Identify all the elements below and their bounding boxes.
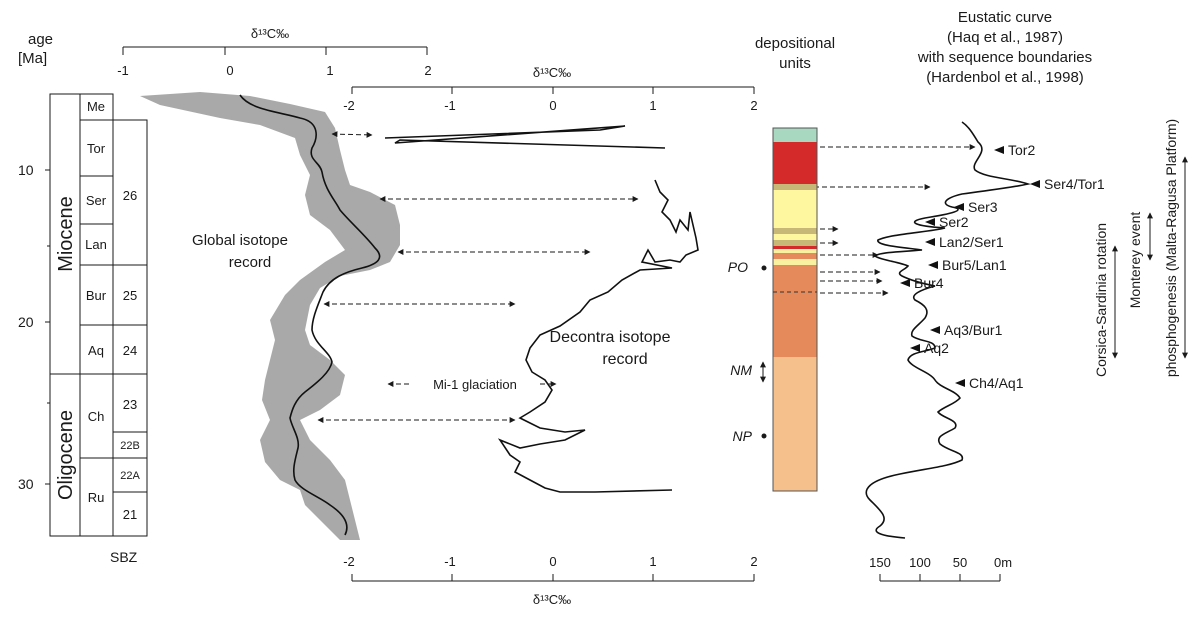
epoch-miocene: Miocene	[55, 196, 77, 272]
stage-bur: Bur	[86, 288, 107, 303]
age-tick-20: 20	[18, 314, 34, 330]
phosphogenesis-label: phosphogenesis (Malta-Ragusa Platform)	[1163, 119, 1179, 377]
stage-aq: Aq	[88, 343, 104, 358]
eustatic-title-1: Eustatic curve	[958, 9, 1052, 26]
sb-bur5-lan1: Bur5/Lan1	[942, 257, 1007, 273]
decontra-tick-bot-2: 2	[750, 554, 757, 569]
decontra-axis-label-top: δ¹³C‰	[533, 65, 571, 80]
stratigraphy-table	[49, 93, 148, 537]
stage-me: Me	[87, 99, 105, 114]
stage-ser: Ser	[86, 193, 107, 208]
sbz-25: 25	[123, 288, 137, 303]
stage-ru: Ru	[88, 490, 105, 505]
sea-level-tick-50: 50	[953, 555, 967, 570]
np-label: NP	[733, 428, 753, 444]
decontra-tick-bot-m1: -1	[444, 554, 456, 569]
depositional-title-2: units	[779, 55, 811, 72]
sb-lan2-ser1: Lan2/Ser1	[939, 234, 1004, 250]
mi1-glaciation-label: Mi-1 glaciation	[433, 377, 517, 392]
age-tick-30: 30	[18, 476, 34, 492]
nm-label: NM	[730, 362, 752, 378]
sea-level-axis: 150 100 50 0m	[869, 555, 1012, 582]
global-isotope-curve	[239, 94, 381, 536]
decontra-record-label-2: record	[602, 351, 647, 368]
sb-ser2: Ser2	[939, 214, 969, 230]
np-dot	[761, 433, 767, 439]
monterey-event-label: Monterey event	[1127, 212, 1143, 309]
decontra-d13c-axis-top: δ¹³C‰ -2 -1 0 1 2	[343, 65, 757, 113]
eustatic-title-2: (Haq et al., 1987)	[947, 29, 1063, 46]
global-record-label-2: record	[229, 254, 272, 271]
sb-ser4-tor1: Ser4/Tor1	[1044, 176, 1105, 192]
eustatic-title-4: (Hardenbol et al., 1998)	[926, 69, 1084, 86]
po-label: PO	[728, 259, 748, 275]
decontra-tick-top-m2: -2	[343, 98, 355, 113]
sbz-label: SBZ	[110, 549, 138, 565]
sea-level-tick-0m: 0m	[994, 555, 1012, 570]
global-tick-2: 2	[424, 63, 431, 78]
global-tick-m1: -1	[117, 63, 129, 78]
sb-ch4-aq1: Ch4/Aq1	[969, 375, 1024, 391]
decontra-axis-label-bottom: δ¹³C‰	[533, 592, 571, 607]
decontra-tick-top-0: 0	[549, 98, 556, 113]
sbz-24: 24	[123, 343, 137, 358]
global-axis-label: δ¹³C‰	[251, 26, 289, 41]
decontra-d13c-axis-bottom: -2 -1 0 1 2 δ¹³C‰	[343, 554, 757, 607]
eustatic-curve	[865, 121, 1031, 539]
decontra-tick-bot-m2: -2	[343, 554, 355, 569]
depositional-title-1: depositional	[755, 35, 835, 52]
sb-tor2: Tor2	[1008, 142, 1035, 158]
global-isotope-scatter	[140, 92, 400, 540]
stage-lan: Lan	[85, 237, 107, 252]
sea-level-tick-100: 100	[909, 555, 931, 570]
sbz-26: 26	[123, 188, 137, 203]
decontra-tick-bot-0: 0	[549, 554, 556, 569]
stage-tor: Tor	[87, 141, 106, 156]
sbz-23: 23	[123, 397, 137, 412]
global-tick-0: 0	[226, 63, 233, 78]
global-d13c-axis: δ¹³C‰ -1 0 1 2	[117, 26, 431, 78]
age-tick-10: 10	[18, 162, 34, 178]
corsica-sardinia-rotation-label: Corsica-Sardinia rotation	[1093, 223, 1109, 377]
correlation-arrows	[317, 131, 976, 423]
sbz-22b: 22B	[120, 440, 140, 452]
sbz-21: 21	[123, 507, 137, 522]
epoch-oligocene: Oligocene	[55, 410, 77, 500]
stage-ch: Ch	[88, 409, 105, 424]
age-label: age	[28, 31, 53, 48]
eustatic-title-3: with sequence boundaries	[917, 49, 1092, 66]
age-axis: 10 20 30	[18, 94, 51, 536]
sb-ser3: Ser3	[968, 199, 998, 215]
sbz-22a: 22A	[120, 470, 140, 482]
global-record-label-1: Global isotope	[192, 232, 288, 249]
decontra-tick-bot-1: 1	[649, 554, 656, 569]
sea-level-tick-150: 150	[869, 555, 891, 570]
sb-bur4: Bur4	[914, 275, 944, 291]
decontra-tick-top-m1: -1	[444, 98, 456, 113]
sequence-boundary-markers	[900, 146, 1040, 387]
depositional-units-column	[772, 127, 818, 492]
decontra-record-label-1: Decontra isotope	[550, 329, 671, 346]
decontra-tick-top-2: 2	[750, 98, 757, 113]
po-dot	[761, 265, 767, 271]
sb-aq2: Aq2	[924, 340, 949, 356]
global-tick-1: 1	[326, 63, 333, 78]
age-unit: [Ma]	[18, 50, 47, 67]
decontra-tick-top-1: 1	[649, 98, 656, 113]
decontra-isotope-curve	[384, 125, 699, 493]
event-range-bars	[1112, 156, 1188, 359]
sb-aq3-bur1: Aq3/Bur1	[944, 322, 1003, 338]
